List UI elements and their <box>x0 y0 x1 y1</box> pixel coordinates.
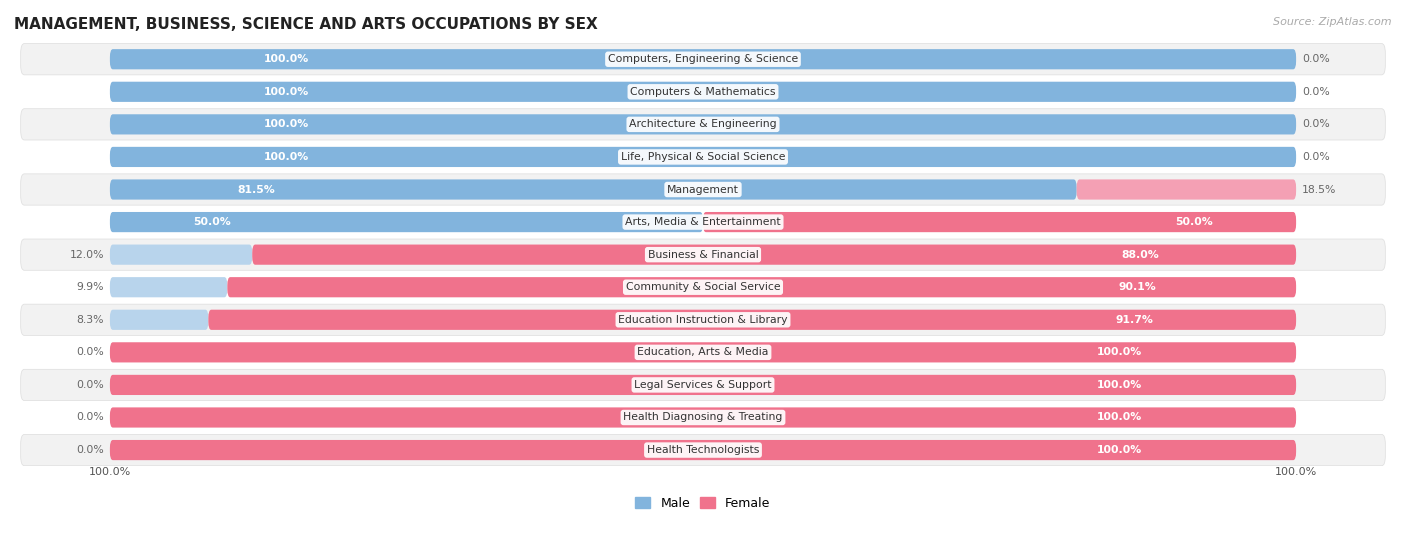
FancyBboxPatch shape <box>110 82 1296 102</box>
Text: 90.1%: 90.1% <box>1118 282 1156 292</box>
FancyBboxPatch shape <box>1077 179 1296 200</box>
Text: Source: ZipAtlas.com: Source: ZipAtlas.com <box>1274 17 1392 27</box>
Text: 100.0%: 100.0% <box>1275 467 1317 477</box>
Text: 100.0%: 100.0% <box>264 152 309 162</box>
Text: 0.0%: 0.0% <box>76 413 104 423</box>
Text: 18.5%: 18.5% <box>1302 184 1337 195</box>
FancyBboxPatch shape <box>21 109 1385 140</box>
FancyBboxPatch shape <box>110 212 703 232</box>
Text: 12.0%: 12.0% <box>69 250 104 259</box>
FancyBboxPatch shape <box>110 179 1077 200</box>
Text: Health Technologists: Health Technologists <box>647 445 759 455</box>
FancyBboxPatch shape <box>21 44 1385 75</box>
Text: 9.9%: 9.9% <box>76 282 104 292</box>
Text: Architecture & Engineering: Architecture & Engineering <box>630 120 776 129</box>
FancyBboxPatch shape <box>252 244 1296 265</box>
Text: 100.0%: 100.0% <box>264 54 309 64</box>
FancyBboxPatch shape <box>703 212 1296 232</box>
FancyBboxPatch shape <box>110 440 1296 460</box>
Text: Arts, Media & Entertainment: Arts, Media & Entertainment <box>626 217 780 227</box>
Legend: Male, Female: Male, Female <box>630 492 776 515</box>
FancyBboxPatch shape <box>21 304 1385 335</box>
FancyBboxPatch shape <box>21 239 1385 271</box>
Text: 0.0%: 0.0% <box>76 347 104 357</box>
Text: MANAGEMENT, BUSINESS, SCIENCE AND ARTS OCCUPATIONS BY SEX: MANAGEMENT, BUSINESS, SCIENCE AND ARTS O… <box>14 17 598 32</box>
Text: 0.0%: 0.0% <box>76 445 104 455</box>
Text: 0.0%: 0.0% <box>76 380 104 390</box>
Text: 0.0%: 0.0% <box>1302 152 1330 162</box>
Text: 0.0%: 0.0% <box>1302 87 1330 97</box>
FancyBboxPatch shape <box>110 375 1296 395</box>
Text: Life, Physical & Social Science: Life, Physical & Social Science <box>621 152 785 162</box>
Text: 0.0%: 0.0% <box>1302 120 1330 129</box>
Text: Management: Management <box>666 184 740 195</box>
FancyBboxPatch shape <box>110 147 1296 167</box>
Text: 88.0%: 88.0% <box>1121 250 1159 259</box>
FancyBboxPatch shape <box>228 277 1296 297</box>
Text: 50.0%: 50.0% <box>193 217 231 227</box>
FancyBboxPatch shape <box>208 310 1296 330</box>
Text: 91.7%: 91.7% <box>1116 315 1154 325</box>
Text: 50.0%: 50.0% <box>1175 217 1213 227</box>
Text: 81.5%: 81.5% <box>238 184 276 195</box>
Text: Education, Arts & Media: Education, Arts & Media <box>637 347 769 357</box>
FancyBboxPatch shape <box>21 434 1385 466</box>
FancyBboxPatch shape <box>110 49 1296 69</box>
Text: 100.0%: 100.0% <box>1097 380 1142 390</box>
Text: 100.0%: 100.0% <box>1097 347 1142 357</box>
FancyBboxPatch shape <box>21 174 1385 205</box>
Text: Computers, Engineering & Science: Computers, Engineering & Science <box>607 54 799 64</box>
Text: 0.0%: 0.0% <box>1302 54 1330 64</box>
Text: Legal Services & Support: Legal Services & Support <box>634 380 772 390</box>
Text: Health Diagnosing & Treating: Health Diagnosing & Treating <box>623 413 783 423</box>
Text: 100.0%: 100.0% <box>264 87 309 97</box>
FancyBboxPatch shape <box>110 310 208 330</box>
FancyBboxPatch shape <box>110 408 1296 428</box>
FancyBboxPatch shape <box>110 277 228 297</box>
FancyBboxPatch shape <box>110 342 1296 362</box>
FancyBboxPatch shape <box>21 369 1385 401</box>
FancyBboxPatch shape <box>110 244 252 265</box>
Text: Community & Social Service: Community & Social Service <box>626 282 780 292</box>
Text: 100.0%: 100.0% <box>264 120 309 129</box>
FancyBboxPatch shape <box>110 114 1296 135</box>
Text: Computers & Mathematics: Computers & Mathematics <box>630 87 776 97</box>
Text: 100.0%: 100.0% <box>1097 445 1142 455</box>
Text: Education Instruction & Library: Education Instruction & Library <box>619 315 787 325</box>
Text: 8.3%: 8.3% <box>76 315 104 325</box>
Text: Business & Financial: Business & Financial <box>648 250 758 259</box>
Text: 100.0%: 100.0% <box>89 467 131 477</box>
Text: 100.0%: 100.0% <box>1097 413 1142 423</box>
